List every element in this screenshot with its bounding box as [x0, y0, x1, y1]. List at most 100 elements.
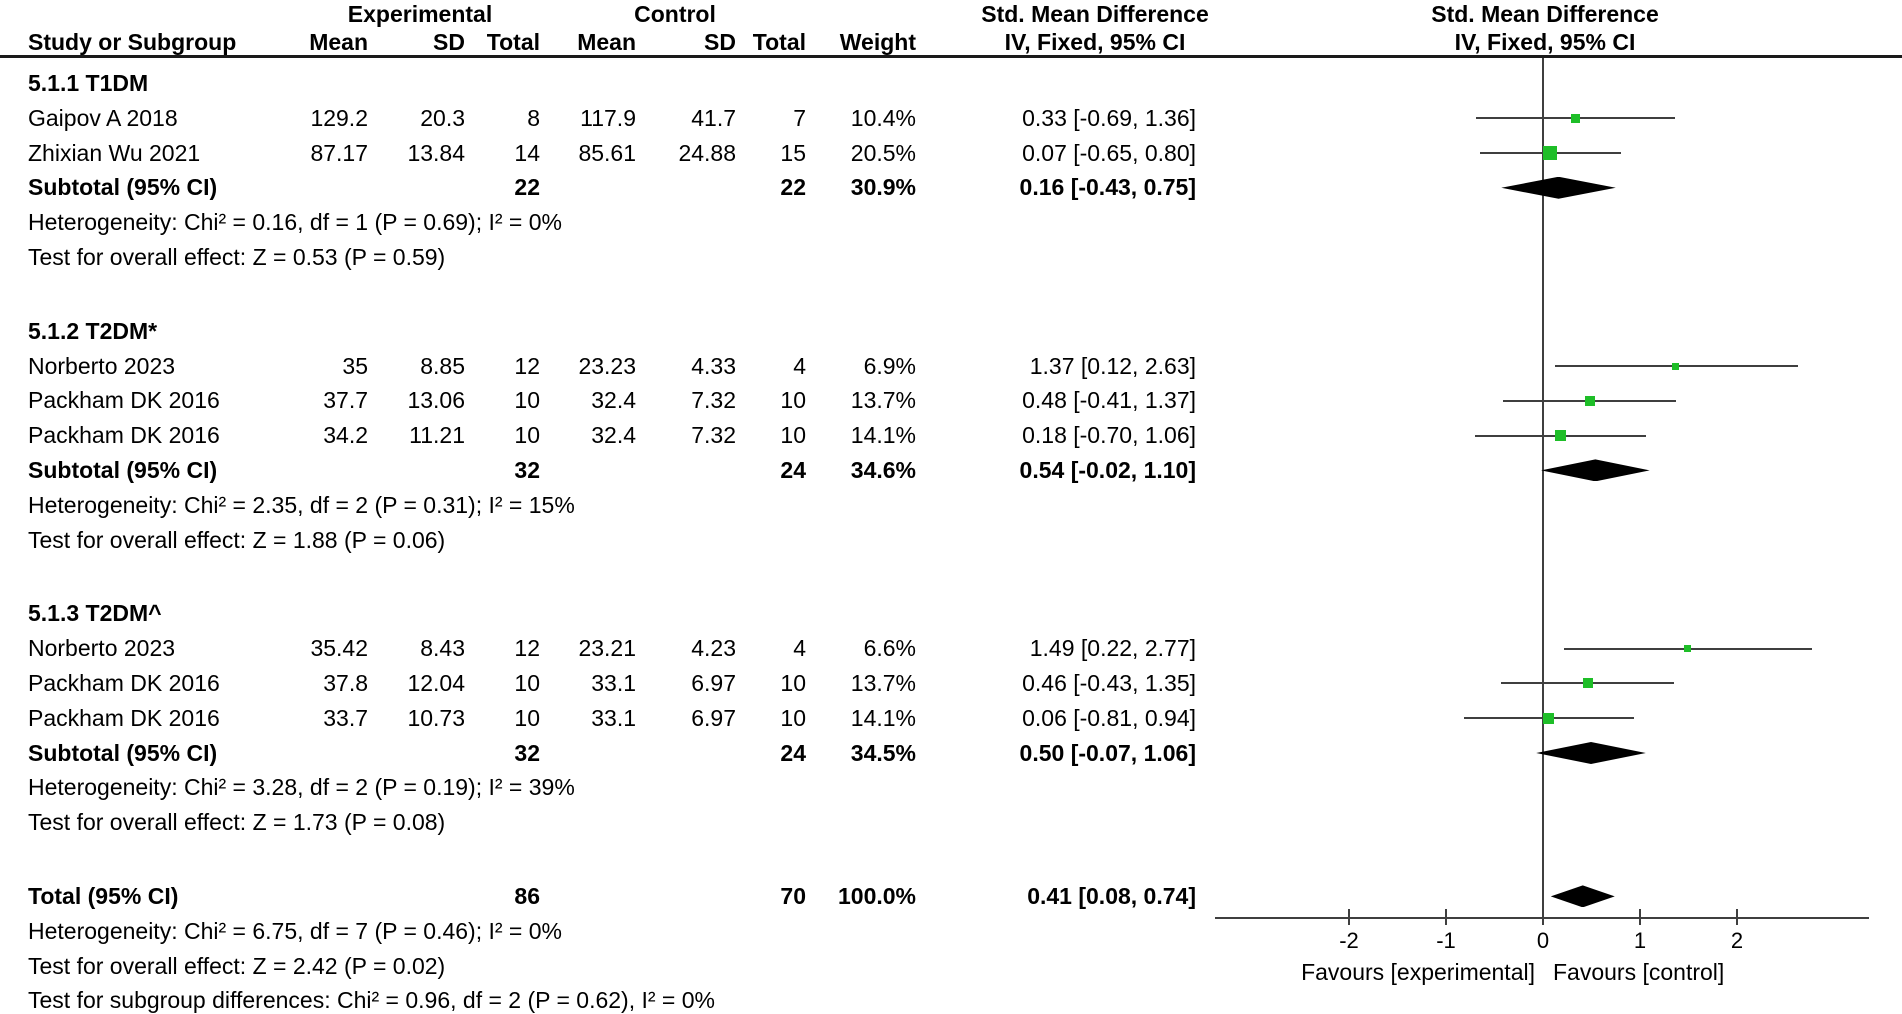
header-control: Control	[634, 1, 716, 27]
effect-square-marker	[1584, 395, 1595, 406]
total-experimental: 14	[514, 139, 540, 166]
sd-control: 6.97	[691, 704, 736, 731]
axis-tick	[1348, 909, 1350, 925]
mean-control: 32.4	[591, 387, 636, 414]
mean-control: 85.61	[578, 139, 636, 166]
weight-value: 10.4%	[850, 104, 916, 131]
weight-value: 13.7%	[850, 670, 916, 696]
mean-experimental: 129.2	[310, 104, 368, 131]
mean-control: 33.1	[591, 670, 636, 696]
effect-ci-text: 0.46 [-0.43, 1.35]	[1022, 670, 1196, 696]
subtotal-diamond	[1501, 176, 1616, 199]
header-effect-sub: IV, Fixed, 95% CI	[1004, 29, 1186, 55]
total-experimental: 10	[514, 704, 540, 731]
mean-control: 33.1	[591, 704, 636, 731]
total-experimental: 10	[514, 387, 540, 414]
sd-experimental: 8.43	[420, 635, 465, 662]
total-experimental: 86	[514, 883, 540, 909]
favours-right-label: Favours [control]	[1553, 959, 1725, 985]
favours-left-label: Favours [experimental]	[1301, 959, 1535, 985]
effect-ci-text: 1.49 [0.22, 2.77]	[1029, 635, 1196, 662]
header-plot-title: Std. Mean Difference	[1431, 1, 1659, 27]
total-control: 24	[780, 457, 806, 483]
effect-square-marker	[1554, 430, 1566, 442]
axis-tick-label: -2	[1339, 928, 1359, 953]
effect-square-marker	[1672, 362, 1680, 370]
effect-ci-text: 0.16 [-0.43, 0.75]	[1019, 174, 1196, 201]
axis-tick-label: 1	[1633, 928, 1647, 953]
weight-value: 34.5%	[850, 739, 916, 766]
total-experimental: 12	[514, 635, 540, 662]
sd-experimental: 12.04	[407, 670, 465, 696]
effect-square-marker	[1582, 678, 1593, 689]
mean-control: 117.9	[580, 104, 636, 131]
sd-control: 24.88	[678, 139, 736, 166]
header-mean-exp: Mean	[309, 29, 368, 55]
study-name: Packham DK 2016	[28, 670, 220, 696]
total-control: 4	[793, 352, 806, 379]
mean-experimental: 34.2	[323, 422, 368, 449]
effect-square-marker	[1542, 146, 1557, 160]
subgroup-differences-text: Test for subgroup differences: Chi² = 0.…	[28, 987, 715, 1014]
weight-value: 6.6%	[863, 635, 916, 662]
sd-experimental: 13.84	[407, 139, 465, 166]
overall-effect-text: Test for overall effect: Z = 1.88 (P = 0…	[28, 526, 446, 553]
effect-square-marker	[1684, 645, 1692, 653]
sd-experimental: 11.21	[409, 422, 465, 449]
heterogeneity-text: Heterogeneity: Chi² = 3.28, df = 2 (P = …	[28, 774, 575, 801]
sd-control: 7.32	[691, 422, 736, 449]
total-control: 7	[793, 104, 806, 131]
axis-tick	[1542, 909, 1544, 925]
weight-value: 34.6%	[850, 457, 916, 483]
sd-experimental: 10.73	[407, 704, 465, 731]
pooled-label: Subtotal (95% CI)	[28, 457, 218, 483]
sd-control: 7.32	[691, 387, 736, 414]
total-control: 10	[780, 422, 806, 449]
axis-tick-label: 0	[1536, 928, 1550, 953]
total-control: 22	[780, 174, 806, 201]
effect-ci-text: 0.33 [-0.69, 1.36]	[1022, 104, 1196, 131]
header-mean-ctrl: Mean	[577, 29, 636, 55]
heterogeneity-text: Heterogeneity: Chi² = 2.35, df = 2 (P = …	[28, 491, 575, 518]
mean-experimental: 87.17	[310, 139, 368, 166]
mean-experimental: 37.7	[323, 387, 368, 414]
total-control: 24	[780, 739, 806, 766]
pooled-label: Subtotal (95% CI)	[28, 739, 218, 766]
header-total-ctrl: Total	[752, 29, 806, 55]
header-experimental: Experimental	[347, 1, 493, 27]
total-control: 10	[780, 387, 806, 414]
study-name: Packham DK 2016	[28, 422, 220, 449]
header-sd-exp: SD	[433, 29, 465, 55]
sd-experimental: 13.06	[407, 387, 465, 414]
subgroup-label: 5.1.1 T1DM	[28, 70, 149, 96]
effect-ci-text: 0.48 [-0.41, 1.37]	[1022, 387, 1196, 414]
pooled-label: Subtotal (95% CI)	[28, 174, 218, 201]
subgroup-label: 5.1.3 T2DM^	[28, 600, 162, 627]
header-weight-col: Weight	[839, 29, 916, 55]
study-name: Packham DK 2016	[28, 704, 220, 731]
effect-square-marker	[1543, 712, 1555, 724]
effect-ci-text: 0.50 [-0.07, 1.06]	[1019, 739, 1196, 766]
effect-ci-text: 0.06 [-0.81, 0.94]	[1022, 704, 1196, 731]
total-experimental: 10	[514, 422, 540, 449]
study-name: Zhixian Wu 2021	[28, 139, 201, 166]
weight-value: 20.5%	[850, 139, 916, 166]
total-experimental: 32	[514, 457, 540, 483]
subtotal-diamond	[1536, 742, 1646, 764]
effect-ci-text: 1.37 [0.12, 2.63]	[1029, 352, 1196, 379]
mean-control: 32.4	[591, 422, 636, 449]
weight-value: 14.1%	[850, 422, 916, 449]
effect-ci-text: 0.41 [0.08, 0.74]	[1027, 883, 1196, 909]
axis-tick-label: 2	[1730, 928, 1744, 953]
study-name: Norberto 2023	[28, 352, 176, 379]
header-plot-sub: IV, Fixed, 95% CI	[1454, 29, 1636, 55]
weight-value: 6.9%	[863, 352, 916, 379]
sd-experimental: 20.3	[420, 104, 465, 131]
mean-experimental: 35	[342, 352, 368, 379]
effect-ci-text: 0.07 [-0.65, 0.80]	[1022, 139, 1196, 166]
sd-control: 41.7	[691, 104, 736, 131]
mean-control: 23.23	[578, 352, 636, 379]
sd-control: 4.23	[691, 635, 736, 662]
header-rule	[0, 55, 1902, 58]
study-name: Norberto 2023	[28, 635, 176, 662]
